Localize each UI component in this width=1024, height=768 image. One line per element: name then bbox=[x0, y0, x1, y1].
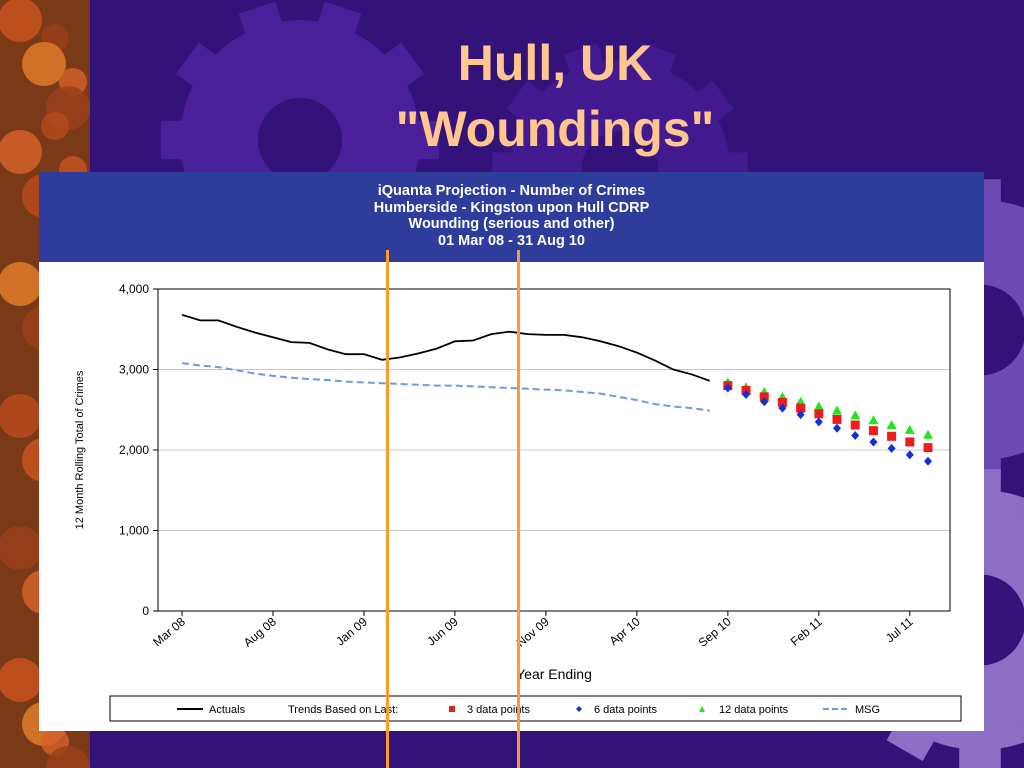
chart-plot: 0 1,000 2,000 3,000 4,000 Mar 08 Aug 08 Jan 09 J… bbox=[74, 282, 962, 722]
data-point-6-data-points bbox=[814, 417, 823, 427]
x-tick-label: Aug 08 bbox=[241, 614, 279, 649]
chart-panel: 0 1,000 2,000 3,000 4,000 Mar 08 Aug 08 Jan 09 J… bbox=[39, 172, 984, 731]
chart-subtitle-area: Humberside - Kingston upon Hull CDRP bbox=[373, 199, 650, 216]
legend-label-msg: MSG bbox=[855, 704, 880, 716]
gear-icon bbox=[41, 112, 69, 140]
data-point-3-data-points bbox=[868, 426, 878, 436]
data-point-3-data-points bbox=[905, 437, 915, 447]
legend-label-actuals: Actuals bbox=[209, 704, 246, 716]
data-point-3-data-points bbox=[814, 409, 824, 419]
gear-icon bbox=[0, 0, 42, 42]
data-point-3-data-points bbox=[777, 398, 787, 408]
accent-vertical-line-right bbox=[517, 250, 520, 768]
x-tick-label: Feb 11 bbox=[788, 614, 825, 648]
data-point-12-data-points bbox=[923, 429, 933, 439]
x-tick-label: Mar 08 bbox=[150, 614, 188, 649]
data-point-6-data-points bbox=[905, 450, 914, 460]
x-axis-label: Year Ending bbox=[516, 666, 592, 682]
data-point-6-data-points bbox=[833, 423, 842, 433]
gear-icon bbox=[0, 658, 42, 702]
data-point-12-data-points bbox=[904, 424, 915, 434]
data-point-6-data-points bbox=[869, 437, 878, 447]
data-point-12-data-points bbox=[868, 415, 879, 425]
data-point-3-data-points bbox=[759, 392, 769, 402]
legend-swatch-3-data-points bbox=[449, 706, 455, 712]
series-line-actuals bbox=[181, 313, 711, 382]
y-tick-label: 3,000 bbox=[119, 363, 149, 377]
data-point-6-data-points bbox=[742, 389, 751, 399]
data-point-6-data-points bbox=[760, 397, 769, 407]
y-axis-label: 12 Month Rolling Total of Crimes bbox=[74, 370, 86, 529]
data-point-6-data-points bbox=[723, 383, 732, 393]
gear-icon bbox=[46, 746, 90, 768]
accent-vertical-line-left bbox=[386, 250, 389, 768]
gear-icon bbox=[0, 262, 42, 306]
data-point-3-data-points bbox=[850, 420, 860, 430]
gear-icon bbox=[22, 42, 66, 86]
chart-subtitle-crime: Wounding (serious and other) bbox=[408, 216, 615, 232]
slide-title-line2: "Woundings" bbox=[395, 101, 715, 157]
data-point-6-data-points bbox=[778, 403, 787, 413]
x-tick-label: Jul 11 bbox=[883, 614, 916, 645]
chart-title: iQuanta Projection - Number of Crimes bbox=[377, 183, 646, 199]
legend-label-12-data-points: 12 data points bbox=[719, 704, 789, 716]
gear-icon bbox=[0, 130, 42, 174]
data-point-3-data-points bbox=[832, 414, 842, 424]
data-point-12-data-points bbox=[813, 401, 824, 411]
chart-header: iQuanta Projection - Number of Crimes Hu… bbox=[39, 172, 984, 262]
data-point-12-data-points bbox=[795, 396, 806, 406]
x-tick-label: Apr 10 bbox=[607, 614, 643, 648]
gear-icon bbox=[0, 394, 42, 438]
x-tick-label: Sep 10 bbox=[696, 614, 734, 649]
legend-swatch-12-data-points bbox=[699, 706, 705, 712]
legend-label-6-data-points: 6 data points bbox=[594, 704, 657, 716]
y-tick-label: 0 bbox=[142, 604, 149, 618]
legend-swatch-6-data-points bbox=[576, 706, 582, 712]
data-point-3-data-points bbox=[923, 443, 933, 453]
series-line-msg bbox=[181, 362, 710, 412]
x-tick-label: Jan 09 bbox=[333, 614, 370, 648]
chart-subtitle-dates: 01 Mar 08 - 31 Aug 10 bbox=[438, 232, 585, 249]
data-point-6-data-points bbox=[887, 443, 896, 453]
data-point-6-data-points bbox=[796, 410, 805, 420]
legend: Actuals Trends Based on Last: 3 data point… bbox=[109, 695, 962, 722]
data-point-12-data-points bbox=[886, 420, 897, 430]
data-point-3-data-points bbox=[887, 431, 897, 441]
slide-title-line1: Hull, UK bbox=[457, 35, 653, 91]
legend-trends-label: Trends Based on Last: bbox=[288, 704, 398, 716]
data-point-12-data-points bbox=[832, 405, 843, 415]
data-point-6-data-points bbox=[924, 456, 932, 466]
y-tick-label: 4,000 bbox=[119, 282, 149, 296]
legend-label-3-data-points: 3 data points bbox=[467, 704, 530, 716]
data-point-12-data-points bbox=[850, 410, 861, 420]
x-tick-label: Jun 09 bbox=[424, 614, 461, 648]
legend-box bbox=[109, 695, 962, 722]
y-tick-label: 1,000 bbox=[119, 524, 149, 538]
gear-icon bbox=[0, 526, 42, 570]
y-tick-label: 2,000 bbox=[119, 443, 149, 457]
data-point-3-data-points bbox=[796, 403, 806, 413]
data-point-6-data-points bbox=[851, 431, 860, 441]
